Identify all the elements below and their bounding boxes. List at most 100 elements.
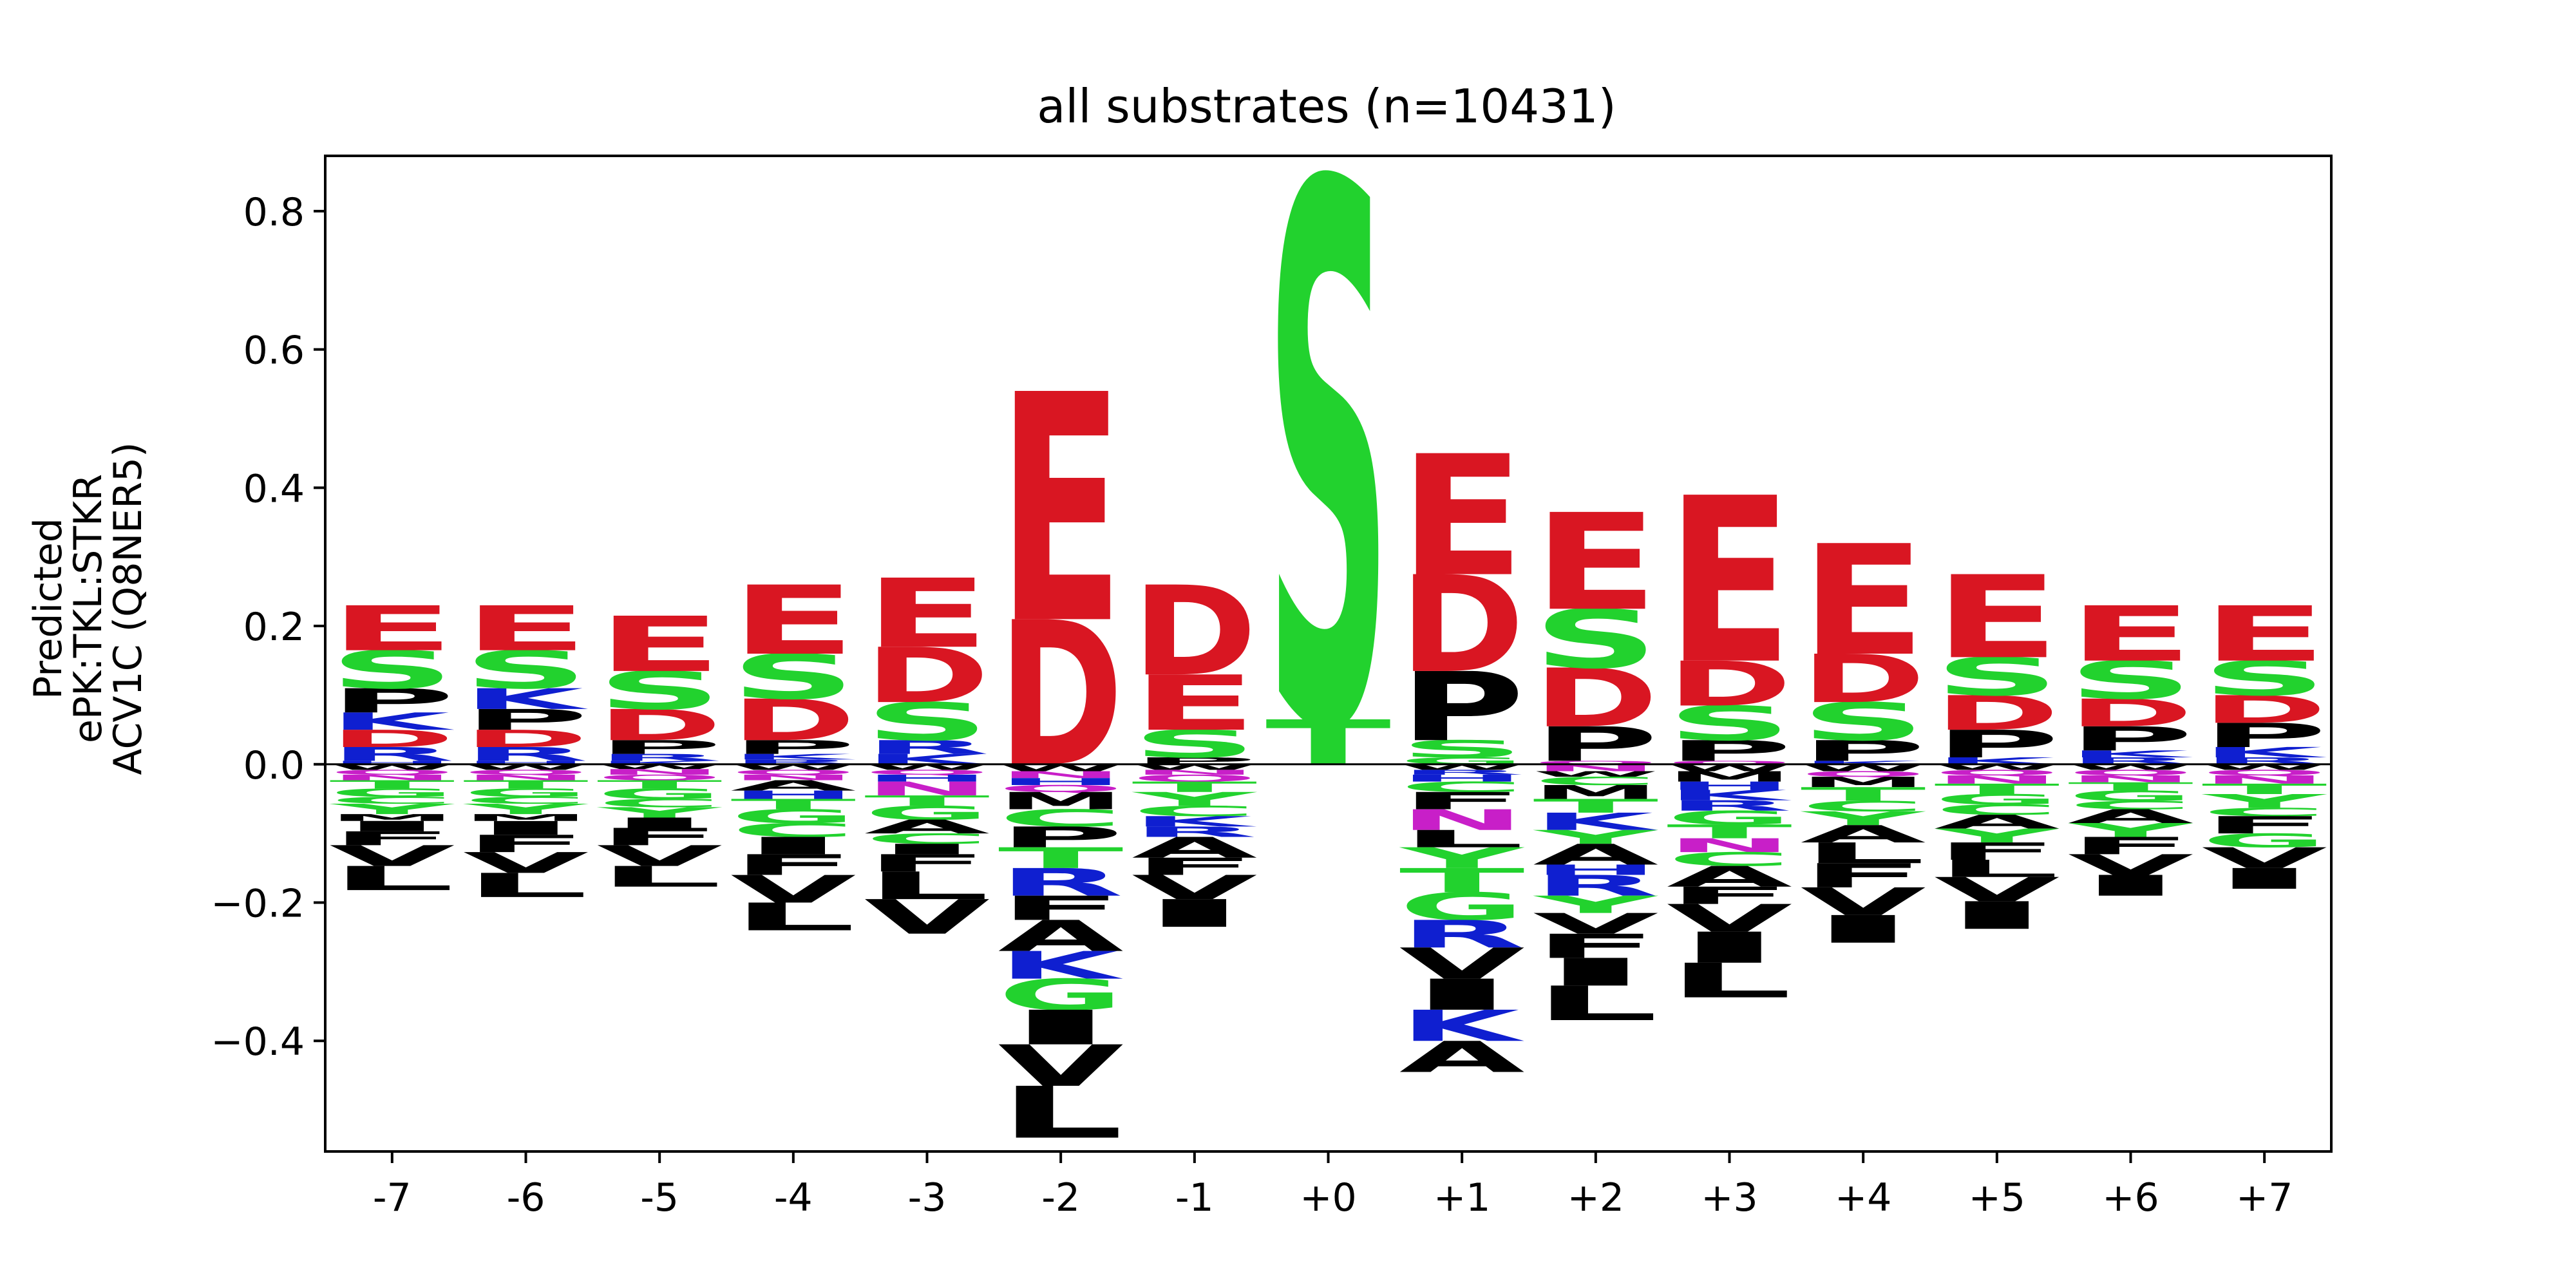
logo-letter-Q: Q: [2202, 768, 2327, 777]
logo-letter-S: S: [2202, 651, 2327, 706]
logo-letter-I: I: [998, 1000, 1124, 1056]
logo-letter-F: F: [1533, 927, 1658, 966]
logo-letter-I: I: [1399, 971, 1525, 1020]
logo-letter-Y: Y: [1533, 891, 1659, 919]
logo-letter-E: E: [2202, 590, 2327, 678]
logo-letter-M: M: [463, 812, 589, 823]
logo-letter-T: T: [1533, 795, 1658, 817]
logo-letter-A: A: [1533, 838, 1658, 871]
logo-letter-S: S: [329, 640, 455, 701]
logo-letter-C: C: [463, 795, 589, 806]
x-tick-label: -4: [774, 1175, 813, 1220]
logo-letter-L: L: [730, 895, 856, 940]
logo-letter-L: L: [998, 1072, 1124, 1155]
logo-letter-E: E: [1533, 486, 1658, 640]
logo-letter-D: D: [2202, 688, 2327, 732]
logo-letter-F: F: [998, 889, 1124, 928]
logo-letter-N: N: [864, 778, 990, 800]
logo-letter-T: T: [329, 778, 455, 791]
logo-letter-I: I: [329, 818, 455, 835]
logo-letter-Y: Y: [1934, 825, 2060, 847]
logo-letter-K: K: [463, 683, 589, 716]
logo-letter-R: R: [1667, 797, 1792, 814]
y-tick-label: 0.8: [243, 190, 305, 235]
logo-letter-S: S: [463, 640, 589, 701]
logo-letter-T: T: [1399, 862, 1525, 900]
logo-letter-D: D: [463, 725, 589, 753]
logo-letter-A: A: [1132, 831, 1257, 864]
logo-letter-H: H: [730, 788, 856, 802]
logo-letter-A: A: [1934, 811, 2060, 833]
logo-letter-N: N: [1399, 804, 1525, 837]
x-tick-label: +2: [1567, 1175, 1624, 1220]
logo-letter-F: F: [730, 849, 856, 882]
logo-letter-V: V: [329, 840, 455, 873]
logo-letter-Y: Y: [1399, 842, 1524, 875]
logo-letter-T: T: [463, 778, 589, 791]
logo-letter-R: R: [998, 860, 1124, 904]
logo-letter-F: F: [329, 828, 455, 849]
logo-letter-E: E: [597, 600, 723, 688]
logo-letter-T: T: [2202, 781, 2327, 797]
logo-letter-Y: Y: [329, 801, 455, 818]
logo-letter-N: N: [2202, 773, 2327, 786]
logo-letter-I: I: [2068, 869, 2193, 903]
logo-letter-T: T: [1934, 781, 2060, 797]
logo-letter-D: D: [998, 580, 1124, 811]
logo-letter-D: D: [329, 725, 455, 753]
chart-title: all substrates (n=10431): [1037, 79, 1616, 133]
logo-letter-G: G: [864, 802, 990, 824]
logo-letter-E: E: [864, 559, 990, 670]
logo-letter-C: C: [1801, 798, 1926, 815]
x-tick-label: +5: [1969, 1175, 2025, 1220]
y-tick-label: 0.4: [243, 466, 305, 511]
logo-letter-Q: Q: [2068, 768, 2193, 777]
logo-letter-Q: Q: [1801, 770, 1926, 779]
logo-letter-Y: Y: [463, 801, 589, 818]
logo-letter-L: L: [1934, 855, 2060, 883]
logo-letter-Q: Q: [329, 768, 455, 776]
logo-letter-H: H: [864, 773, 990, 784]
logo-letter-V: V: [1801, 880, 1926, 924]
logo-letter-T: T: [1801, 783, 1926, 805]
logo-letter-C: C: [2068, 799, 2193, 812]
x-tick-label: +1: [1434, 1175, 1490, 1220]
logo-letter-A: A: [998, 912, 1124, 961]
logo-letter-N: N: [1934, 773, 2060, 786]
logo-letter-T: T: [730, 796, 856, 813]
logo-letter-P: P: [1934, 723, 2060, 766]
logo-letter-F: F: [1399, 788, 1525, 815]
logo-letter-F: F: [2068, 832, 2193, 860]
logo-letter-C: C: [1934, 802, 2060, 819]
logo-letter-Q: Q: [1132, 773, 1257, 784]
logo-letter-P: P: [730, 736, 856, 758]
logo-letter-E: E: [998, 329, 1124, 694]
logo-letter-E: E: [1801, 513, 1926, 689]
logo-letter-K: K: [2202, 744, 2327, 761]
logo-letter-I: I: [1934, 894, 2060, 938]
logo-letter-C: C: [864, 831, 990, 848]
logo-letter-C: C: [1132, 803, 1257, 820]
logo-letter-V: V: [1399, 939, 1525, 989]
logo-letter-P: P: [2202, 716, 2327, 755]
logo-letter-C: C: [1533, 775, 1658, 788]
logo-letter-G: G: [1667, 807, 1792, 829]
logo-letter-F: F: [597, 823, 723, 851]
logo-letter-D: D: [1533, 652, 1658, 746]
logo-letter-A: A: [1399, 1032, 1525, 1082]
x-tick-label: +6: [2102, 1175, 2159, 1220]
logo-letter-N: N: [1132, 768, 1257, 776]
x-tick-label: +3: [1701, 1175, 1757, 1220]
logo-letter-N: N: [463, 773, 589, 782]
logo-letter-F: F: [1132, 853, 1257, 881]
logo-letter-L: L: [1533, 976, 1658, 1032]
logo-letter-Q: Q: [1533, 760, 1658, 766]
logo-letter-M: M: [1667, 768, 1792, 785]
logo-letter-C: C: [329, 795, 455, 806]
logo-letter-V: V: [1934, 870, 2060, 909]
y-tick-label: 0.0: [243, 743, 305, 788]
logo-letter-R: R: [463, 743, 589, 765]
logo-letter-Y: Y: [1800, 808, 1926, 829]
logo-letter-Y: Y: [2201, 790, 2327, 812]
